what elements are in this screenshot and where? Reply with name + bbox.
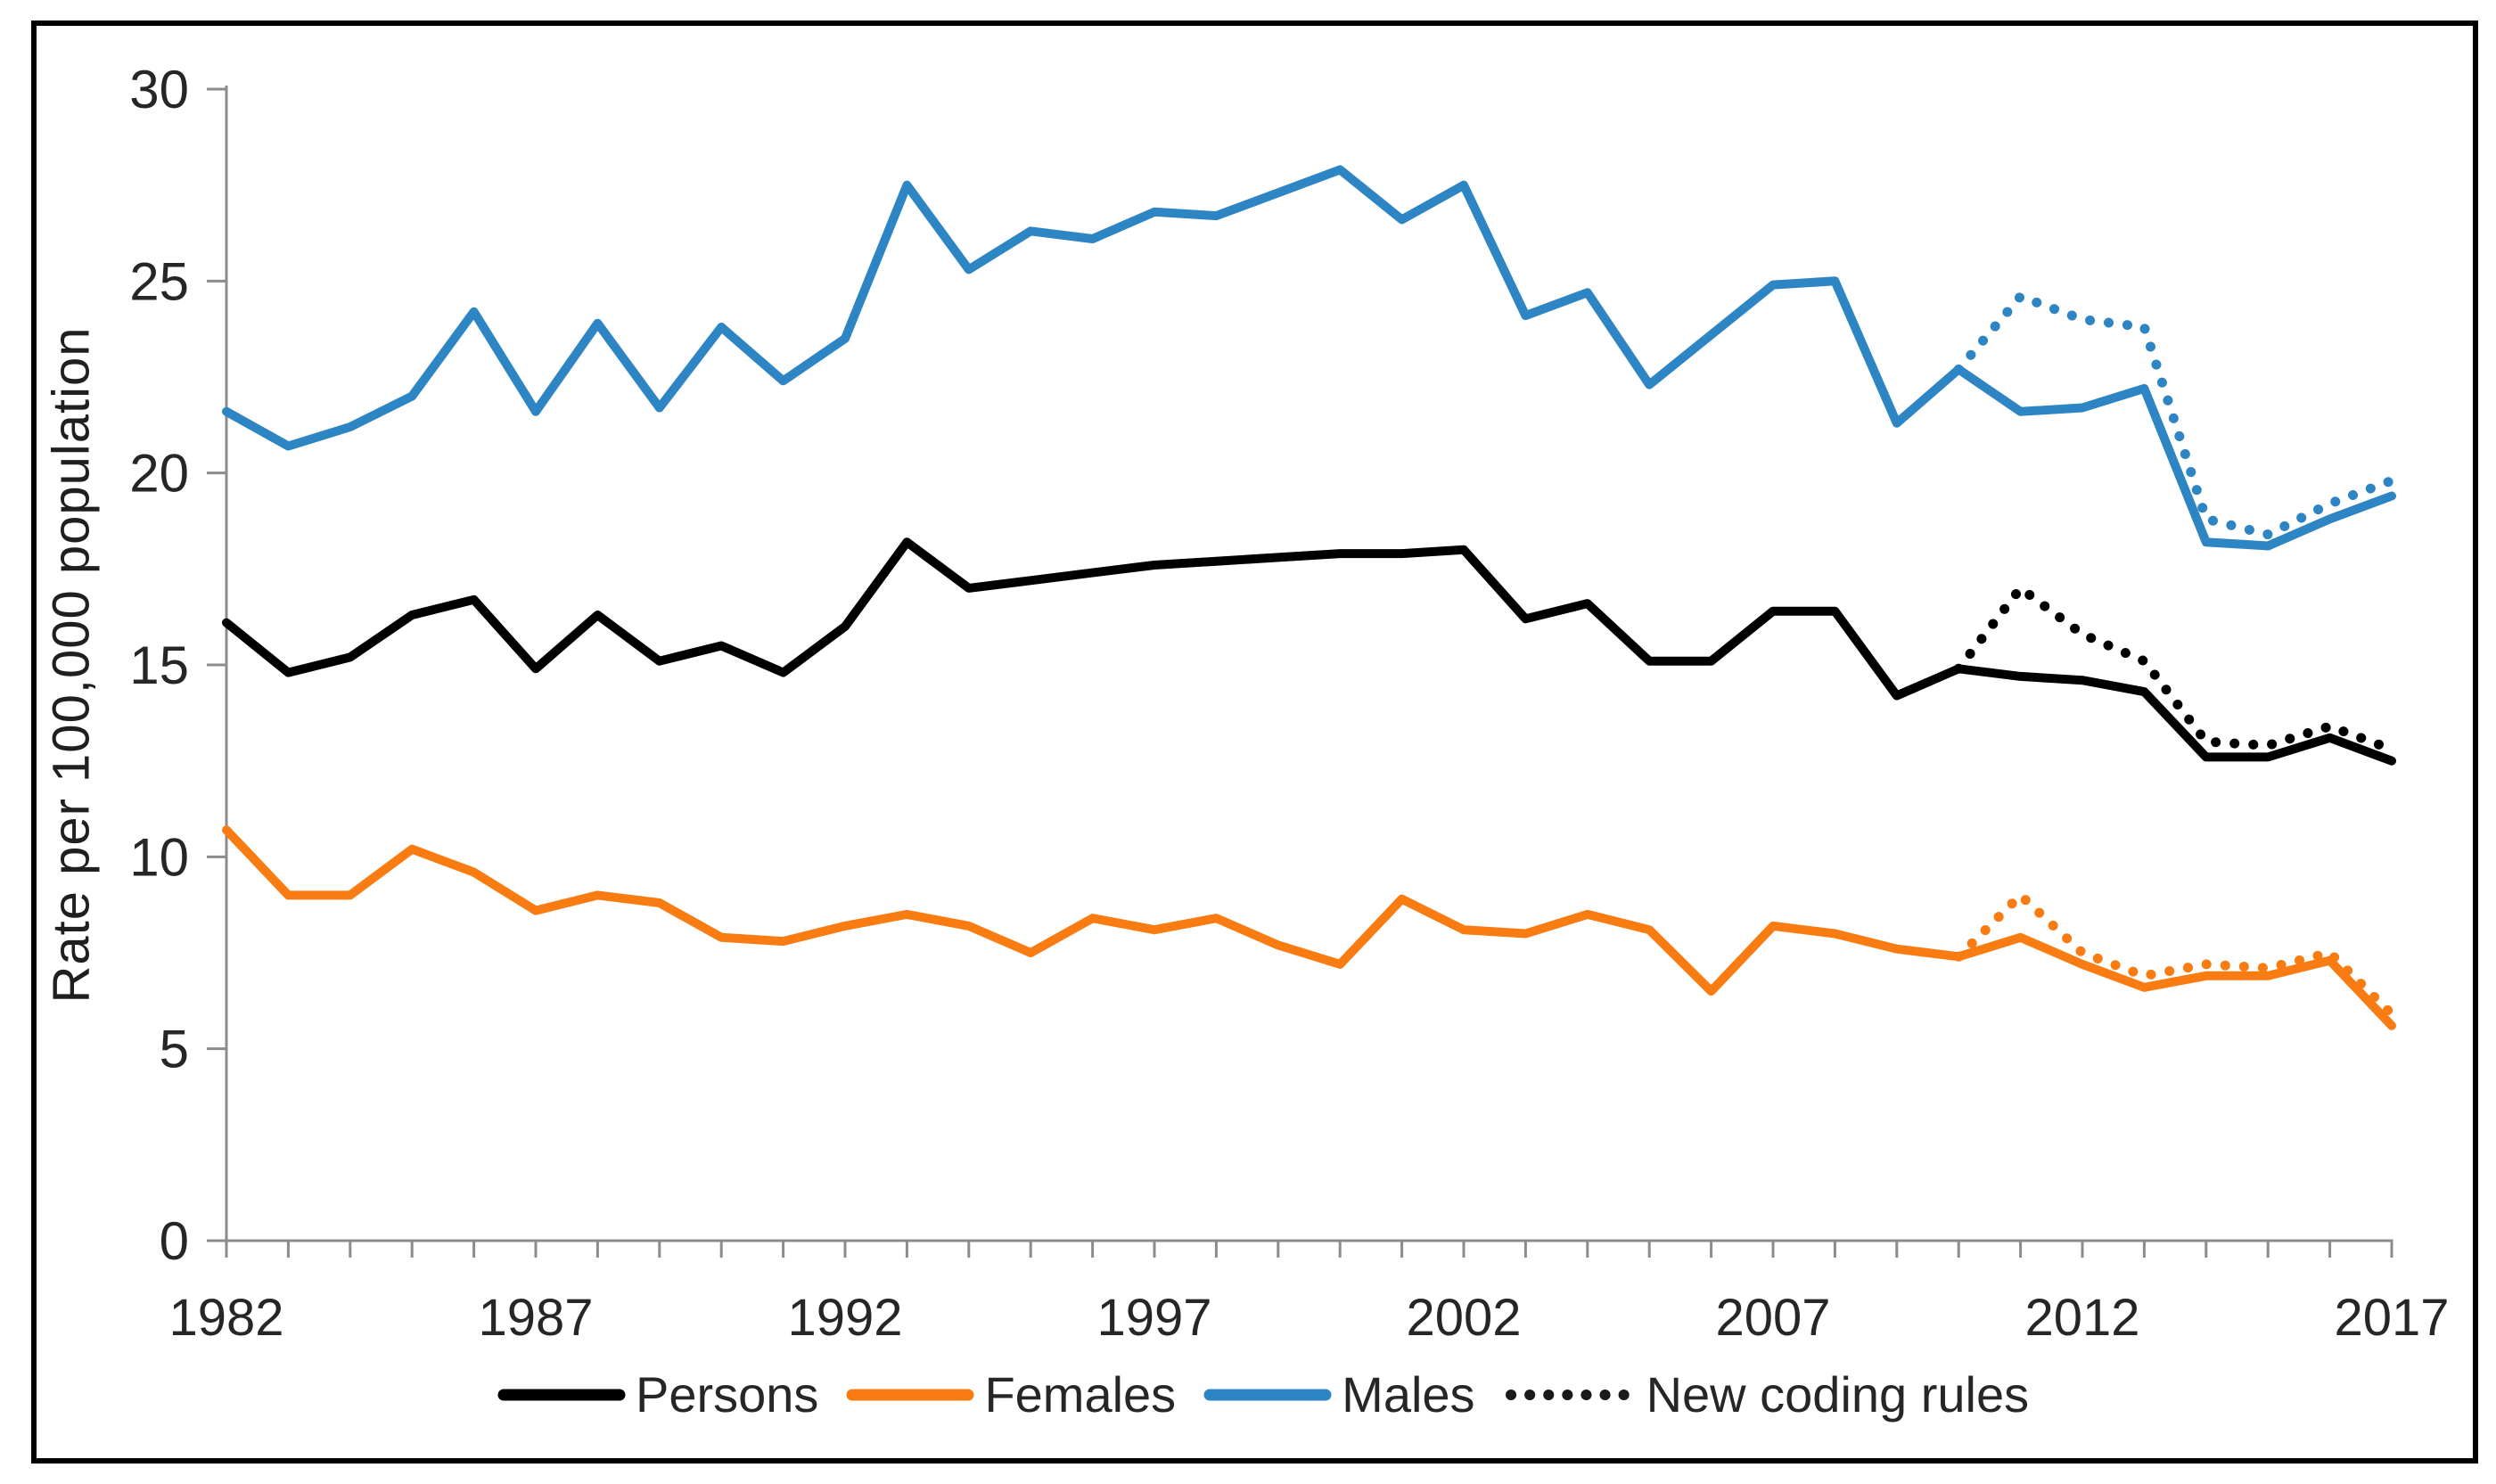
y-tick-label: 20 <box>129 444 189 504</box>
x-tick-label: 1982 <box>168 1289 283 1347</box>
males-line-swatch <box>1203 1389 1332 1400</box>
dotted-line-swatch <box>1505 1389 1638 1400</box>
x-tick-label: 2012 <box>2024 1289 2139 1347</box>
x-tick-label: 1997 <box>1096 1289 1211 1347</box>
y-tick-label: 30 <box>129 60 189 119</box>
axis-ticks <box>207 87 2393 1258</box>
axes <box>225 86 2393 1242</box>
tick-labels: 0 5 10 15 20 25 30 1982 1987 1992 1997 2002 2007 2012… <box>129 60 2449 1347</box>
legend-label-males: Males <box>1342 1366 1475 1423</box>
x-tick-label: 1992 <box>787 1289 902 1347</box>
females-line-swatch <box>846 1389 974 1400</box>
x-tick-label: 2017 <box>2334 1289 2449 1347</box>
legend-item-females: Females <box>845 1365 1176 1423</box>
legend-item-new-coding-rules: New coding rules <box>1502 1365 2030 1423</box>
y-tick-label: 10 <box>129 827 189 887</box>
x-tick-label: 1987 <box>478 1289 593 1347</box>
data-series <box>222 165 2397 1030</box>
persons-line-swatch <box>497 1389 626 1400</box>
legend-label-persons: Persons <box>636 1366 819 1423</box>
series-line-males-new-coding-rules <box>1953 291 2397 540</box>
series-line-persons-new-coding-rules <box>1953 583 2397 755</box>
x-tick-label: 2007 <box>1715 1289 1830 1347</box>
legend-item-males: Males <box>1203 1365 1475 1423</box>
series-line-females-new-coding-rules <box>1953 890 2397 1020</box>
x-tick-label: 2002 <box>1406 1289 1521 1347</box>
series-line-males <box>222 165 2396 551</box>
y-tick-label: 25 <box>129 251 189 311</box>
y-tick-label: 15 <box>129 635 189 695</box>
y-tick-label: 5 <box>160 1020 189 1079</box>
legend-item-persons: Persons <box>497 1365 818 1423</box>
y-axis-title: Rate per 100,000 population <box>42 326 101 1004</box>
legend-label-females: Females <box>984 1366 1177 1423</box>
series-line-females <box>222 825 2396 1030</box>
series-line-persons <box>222 537 2396 766</box>
legend: Persons Females Males New coding rules <box>497 1365 2029 1423</box>
legend-label-new-coding-rules: New coding rules <box>1646 1366 2030 1423</box>
figure-border <box>31 20 2478 1464</box>
y-tick-label: 0 <box>160 1211 189 1271</box>
